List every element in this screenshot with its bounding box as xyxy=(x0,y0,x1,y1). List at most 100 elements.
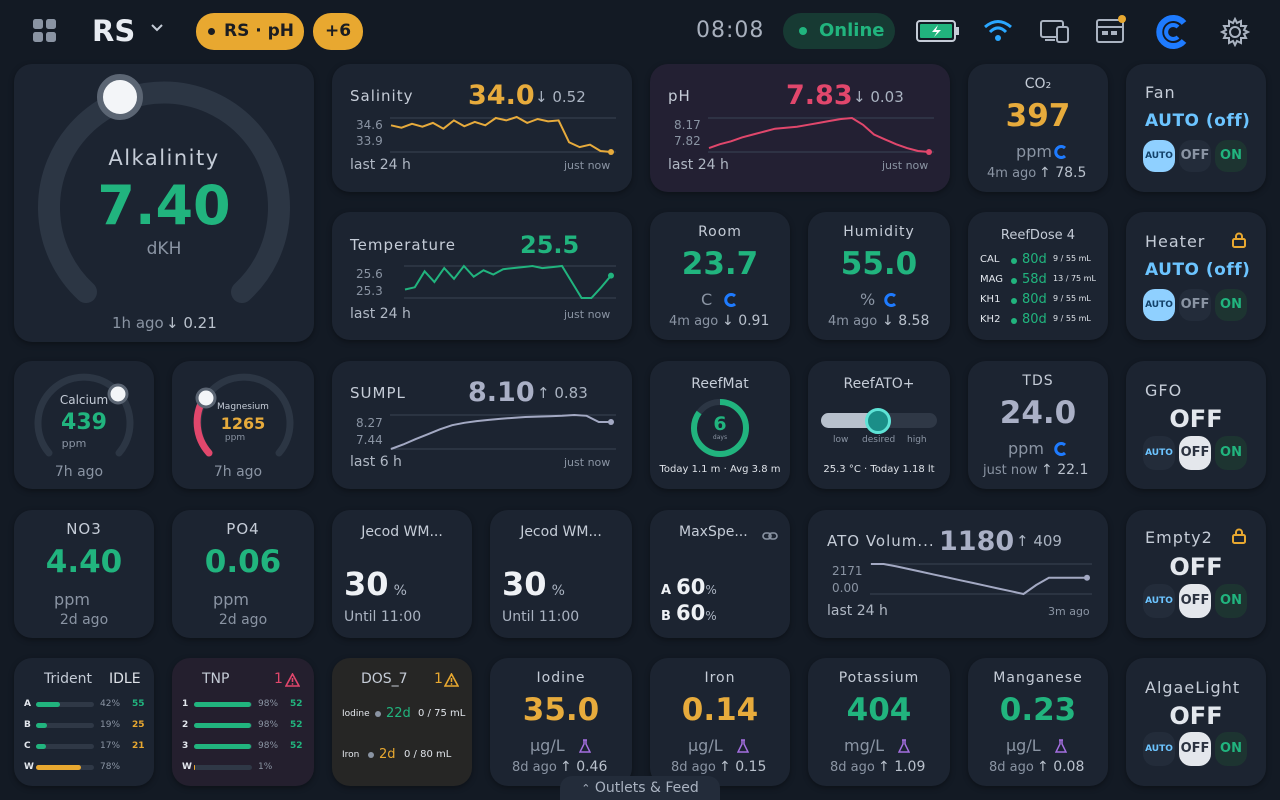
trident-row-bar xyxy=(36,744,94,749)
calcium-card[interactable]: Calcium 439 ppm 7h ago xyxy=(14,361,154,489)
tnp-row-pct: 98% xyxy=(258,699,279,709)
jecod1-value: 30 % xyxy=(344,565,407,603)
algaelight-off-button[interactable]: OFF xyxy=(1179,732,1211,766)
temperature-y-bottom: 25.3 xyxy=(356,284,383,298)
status-dot-icon xyxy=(375,711,381,717)
flask-icon xyxy=(1054,738,1068,757)
sumpl-y-top: 8.27 xyxy=(356,416,383,430)
tds-delta: ↑ 22.1 xyxy=(1041,462,1089,478)
trident-card[interactable]: Trident IDLE A 42% 55 B 19% 25 C 17% 21 W 78% xyxy=(14,658,154,786)
magnesium-unit: ppm xyxy=(224,433,246,443)
calendar-icon[interactable] xyxy=(1094,14,1128,50)
no3-card[interactable]: NO3 4.40 ppm 2d ago xyxy=(14,510,154,638)
trident-row-count: 55 xyxy=(132,699,145,709)
gfo-on-button[interactable]: ON xyxy=(1215,436,1247,470)
empty2-off-button[interactable]: OFF xyxy=(1179,584,1211,618)
grid-menu-icon[interactable] xyxy=(32,18,58,44)
empty2-on-button[interactable]: ON xyxy=(1215,584,1247,618)
co2-value: 397 xyxy=(1005,98,1071,134)
manganese-card[interactable]: Manganese 0.23 µg/L 8d ago ↑ 0.08 xyxy=(968,658,1108,786)
humidity-card[interactable]: Humidity 55.0 % 4m ago ↓ 8.58 xyxy=(808,212,950,340)
maxspect-card[interactable]: MaxSpe... A 60% B 60% xyxy=(650,510,790,638)
ph-y-bottom: 7.82 xyxy=(674,134,701,148)
status-dot-icon xyxy=(1011,298,1017,304)
dos7-card[interactable]: DOS_7 1 Iodine 22d 0 / 75 mL Iron 2d 0 / 80 m… xyxy=(332,658,472,786)
magnesium-card[interactable]: Magnesium 1265 ppm 7h ago xyxy=(172,361,314,489)
more-chips-button[interactable]: +6 xyxy=(313,13,363,50)
room-ago: 4m ago xyxy=(669,314,719,329)
iron-value: 0.14 xyxy=(681,692,759,728)
heater-off-button[interactable]: OFF xyxy=(1179,289,1211,321)
iodine-card[interactable]: Iodine 35.0 µg/L 8d ago ↑ 0.46 xyxy=(490,658,632,786)
fan-mode-selector: AUTO OFF ON xyxy=(1143,140,1247,172)
algaelight-on-button[interactable]: ON xyxy=(1215,732,1247,766)
co2-card[interactable]: CO₂ 397 ppm 4m ago ↑ 78.5 xyxy=(968,64,1108,192)
iron-card[interactable]: Iron 0.14 µg/L 8d ago ↑ 0.15 xyxy=(650,658,790,786)
fan-auto-button[interactable]: AUTO xyxy=(1143,140,1175,172)
salinity-y-top: 34.6 xyxy=(356,118,383,132)
algaelight-auto-button[interactable]: AUTO xyxy=(1143,732,1175,766)
jecod2-card[interactable]: Jecod WM... 30 % Until 11:00 xyxy=(490,510,632,638)
heater-auto-button[interactable]: AUTO xyxy=(1143,289,1175,321)
empty2-auto-button[interactable]: AUTO xyxy=(1143,584,1175,618)
alkalinity-card[interactable]: Alkalinity 7.40 dKH 1h ago ↓ 0.21 xyxy=(14,64,314,342)
reefato-level-knob[interactable] xyxy=(865,408,891,434)
reefmat-ring xyxy=(691,399,749,457)
gfo-off-button[interactable]: OFF xyxy=(1179,436,1211,470)
reefmat-value: 6 xyxy=(713,413,727,435)
salinity-title: Salinity xyxy=(350,87,414,105)
temperature-updated: just now xyxy=(564,308,611,321)
tds-card[interactable]: TDS 24.0 ppm just now ↑ 22.1 xyxy=(968,361,1108,489)
tnp-row-name: 2 xyxy=(182,720,189,730)
ato-volume-updated: 3m ago xyxy=(1048,605,1090,618)
ato-volume-value: 1180 xyxy=(939,526,1015,557)
jecod2-title: Jecod WM... xyxy=(520,524,602,540)
devices-icon[interactable] xyxy=(1039,18,1071,48)
maxspect-channel-a: A 60% xyxy=(661,575,717,599)
flask-icon xyxy=(736,738,750,757)
potassium-value: 404 xyxy=(846,692,912,728)
reefdose4-card[interactable]: ReefDose 4 CAL 80d 9 / 55 mL MAG 58d 13 / 75 … xyxy=(968,212,1108,340)
tnp-card[interactable]: TNP 1 1 98% 52 2 98% 52 3 98% 52 W 1% xyxy=(172,658,314,786)
reefmat-card[interactable]: ReefMat 6 days Today 1.1 m · Avg 3.8 m xyxy=(650,361,790,489)
temperature-card[interactable]: Temperature 25.5 25.6 25.3 last 24 h jus… xyxy=(332,212,632,340)
jecod1-card[interactable]: Jecod WM... 30 % Until 11:00 xyxy=(332,510,472,638)
salinity-card[interactable]: Salinity 34.0 ↓ 0.52 34.6 33.9 last 24 h… xyxy=(332,64,632,192)
algaelight-title: AlgaeLight xyxy=(1145,678,1241,697)
heater-on-button[interactable]: ON xyxy=(1215,289,1247,321)
active-chip[interactable]: RS · pH xyxy=(196,13,304,50)
drawer-label: Outlets & Feed xyxy=(594,780,699,796)
fan-off-button[interactable]: OFF xyxy=(1179,140,1211,172)
calcium-unit: ppm xyxy=(61,437,87,450)
po4-card[interactable]: PO4 0.06 ppm 2d ago xyxy=(172,510,314,638)
empty2-card[interactable]: Empty2 OFF AUTO OFF ON xyxy=(1126,510,1266,638)
potassium-card[interactable]: Potassium 404 mg/L 8d ago ↑ 1.09 xyxy=(808,658,950,786)
outlets-feed-drawer-tab[interactable]: ⌃ Outlets & Feed xyxy=(560,776,720,800)
gfo-auto-button[interactable]: AUTO xyxy=(1143,436,1175,470)
tds-title: TDS xyxy=(1022,373,1054,389)
room-card[interactable]: Room 23.7 C 4m ago ↓ 0.91 xyxy=(650,212,790,340)
fan-on-button[interactable]: ON xyxy=(1215,140,1247,172)
heater-card[interactable]: Heater AUTO (off) AUTO OFF ON xyxy=(1126,212,1266,340)
tnp-row-pct: 1% xyxy=(258,762,273,772)
iron-unit: µg/L xyxy=(688,736,723,755)
ato-volume-card[interactable]: ATO Volum... 1180 ↑ 409 2171 0.00 last 2… xyxy=(808,510,1108,638)
algaelight-card[interactable]: AlgaeLight OFF AUTO OFF ON xyxy=(1126,658,1266,786)
reefato-card[interactable]: ReefATO+ low desired high 25.3 °C · Toda… xyxy=(808,361,950,489)
sumpl-card[interactable]: SUMPL 8.10 ↑ 0.83 8.27 7.44 last 6 h jus… xyxy=(332,361,632,489)
salinity-last-point xyxy=(608,149,614,155)
reefato-high-label: high xyxy=(907,435,927,445)
potassium-title: Potassium xyxy=(838,670,920,686)
po4-ago: 2d ago xyxy=(218,612,268,628)
reefato-footer: 25.3 °C · Today 1.18 lt xyxy=(823,464,935,475)
settings-gear-icon[interactable] xyxy=(1219,16,1251,51)
wifi-icon[interactable] xyxy=(983,18,1013,48)
dos7-head-days: 22d xyxy=(386,706,411,721)
po4-title: PO4 xyxy=(226,520,260,538)
system-selector[interactable]: RS xyxy=(92,14,172,50)
ph-card[interactable]: pH 7.83 ↓ 0.03 8.17 7.82 last 24 h just … xyxy=(650,64,950,192)
dos7-head-days: 2d xyxy=(379,747,396,762)
fan-card[interactable]: Fan AUTO (off) AUTO OFF ON xyxy=(1126,64,1266,192)
gfo-card[interactable]: GFO OFF AUTO OFF ON xyxy=(1126,361,1266,489)
salinity-delta: ↓ 0.52 xyxy=(535,88,586,106)
